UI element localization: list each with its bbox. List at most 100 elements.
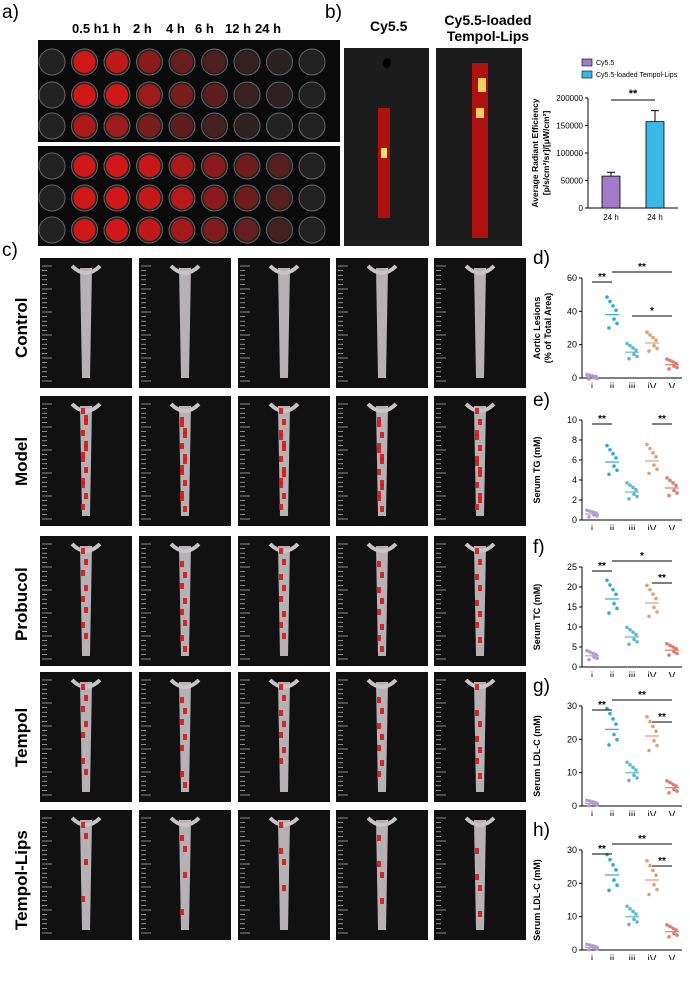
y-tick-label: 10: [567, 622, 577, 632]
lesion-spot: [377, 469, 381, 475]
lesion-spot: [377, 561, 381, 567]
well-signal: [203, 155, 226, 177]
well: [233, 184, 261, 212]
y-tick-label: 15: [567, 602, 577, 612]
data-point: [667, 790, 671, 795]
data-point: [651, 335, 655, 340]
data-point: [652, 463, 656, 467]
well-signal: [106, 219, 128, 241]
lesion-spot: [478, 637, 482, 643]
lesion-spot: [475, 408, 479, 414]
lesion-spot: [478, 419, 482, 425]
lesion-spot: [377, 745, 381, 751]
data-point: [605, 295, 609, 299]
lesion-spot: [81, 596, 85, 602]
data-point: [591, 651, 595, 656]
data-point: [668, 780, 672, 785]
data-point: [628, 907, 632, 911]
x-tick-label: ii: [610, 954, 614, 960]
lesion-spot: [377, 495, 381, 501]
lesion-spot: [282, 467, 286, 473]
y-tick-label: 6: [572, 455, 577, 465]
x-tick-label: V: [669, 524, 676, 530]
lesion-spot: [279, 408, 283, 414]
data-point: [611, 717, 615, 721]
aorta-image: [336, 810, 428, 940]
lesion-spot: [183, 506, 187, 512]
aorta-shape: [474, 820, 486, 930]
lesion-spot: [279, 732, 283, 738]
aortic-arch: [169, 678, 201, 689]
lesion-spot: [377, 421, 381, 427]
lesion-spot: [81, 452, 85, 458]
data-point: [605, 443, 609, 448]
lesion-spot: [380, 458, 384, 464]
y-tick-label: 20: [567, 340, 577, 350]
data-point: [668, 643, 672, 648]
lesion-spot: [81, 456, 85, 462]
lesion-spot: [279, 456, 283, 462]
well-signal: [171, 84, 193, 106]
y-axis-label: Serum LDL-C (mM): [532, 715, 542, 797]
data-point: [627, 356, 631, 361]
lesion-spot: [84, 493, 88, 499]
lesion-spot: [279, 596, 283, 602]
well: [38, 81, 66, 109]
lesion-spot: [380, 898, 384, 904]
well-signal: [268, 84, 291, 106]
sig-label: **: [598, 414, 606, 425]
lesion-spot: [81, 622, 85, 628]
data-point: [614, 722, 618, 726]
data-point: [612, 878, 616, 882]
y-tick-label: 0: [572, 662, 577, 672]
data-point: [632, 917, 636, 922]
y-axis-label: Aortic Lesions: [532, 297, 542, 360]
data-point: [614, 592, 618, 597]
x-tick-label: i: [591, 524, 593, 530]
lesion-spot: [478, 885, 482, 891]
data-point: [632, 352, 636, 357]
lesion-spot: [81, 896, 85, 902]
aortic-arch: [169, 816, 201, 827]
lesion-spot: [380, 708, 384, 714]
well-signal: [236, 155, 258, 177]
well: [233, 112, 261, 140]
sig-label: **: [658, 856, 666, 867]
panel-e-letter: e): [533, 390, 550, 411]
lesion-spot: [380, 872, 384, 878]
lesion-spot: [377, 771, 381, 777]
row-label: Model: [12, 436, 31, 486]
data-point: [614, 456, 618, 460]
data-point: [608, 583, 612, 587]
legend-label: Cy5.5: [596, 60, 614, 67]
aorta-image: [40, 258, 132, 388]
data-point: [674, 646, 678, 651]
y-tick-label: 150000: [556, 122, 583, 131]
lesion-spot: [478, 773, 482, 779]
lesion-spot: [84, 721, 88, 727]
data-point: [615, 468, 619, 472]
lesion-spot: [180, 835, 184, 841]
lesion-spot: [183, 432, 187, 438]
well: [298, 152, 326, 180]
data-point: [632, 773, 636, 778]
well: [233, 216, 261, 244]
lesion-spot: [478, 559, 482, 565]
timepoint-label: 24 h: [255, 21, 282, 36]
x-tick-label: iV: [648, 810, 657, 816]
data-point: [645, 715, 649, 719]
sig-label: *: [640, 551, 644, 562]
data-point: [651, 724, 655, 729]
y-tick-label: 40: [567, 306, 577, 316]
aortic-arch: [464, 402, 496, 413]
data-point: [607, 326, 611, 330]
data-point: [647, 614, 651, 619]
lesion-spot: [84, 441, 88, 447]
lesion-spot: [282, 445, 286, 451]
lesion-spot: [475, 456, 479, 462]
data-point: [672, 787, 676, 792]
data-point: [611, 587, 615, 592]
data-point: [585, 648, 589, 653]
well-signal: [171, 187, 193, 209]
well: [298, 184, 326, 212]
